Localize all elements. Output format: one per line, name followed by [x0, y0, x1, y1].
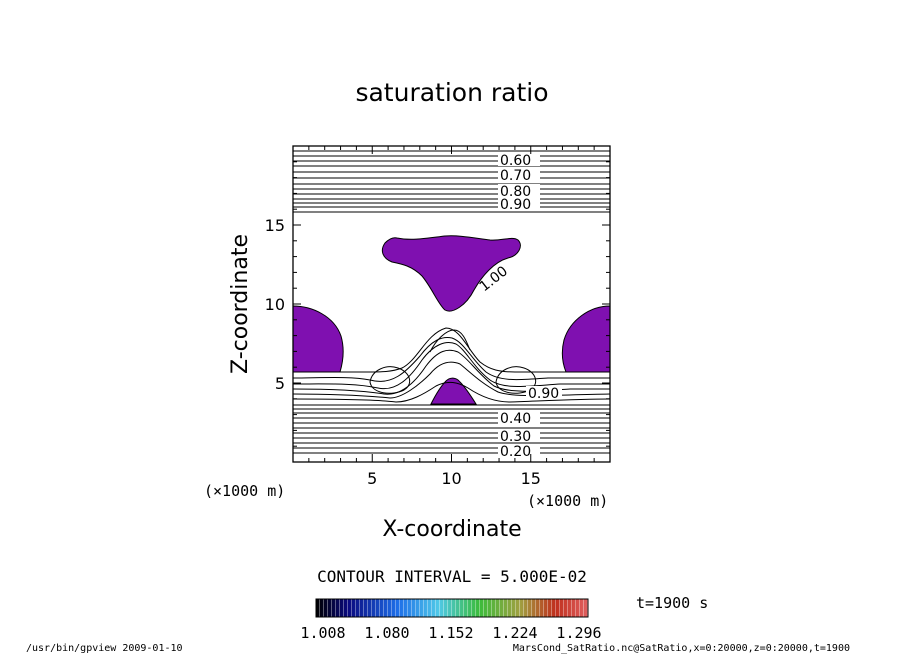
y-tick-label: 10: [265, 295, 285, 314]
y-tick-label: 5: [275, 374, 285, 393]
x-axis: 5 10 15 X-coordinate (×1000 m): [308, 146, 608, 542]
x-axis-title: X-coordinate: [382, 517, 521, 542]
footer-left: /usr/bin/gpview 2009-01-10: [26, 643, 183, 654]
supersat-region-right: [561, 305, 610, 373]
y-axis-title: Z-coordinate: [228, 234, 253, 374]
y-axis: 5 10 15 Z-coordinate (×1000 m): [204, 161, 610, 500]
footer-right: MarsCond_SatRatio.nc@SatRatio,x=0:20000,…: [513, 643, 850, 654]
supersaturation-regions: [293, 235, 610, 405]
colorbar-tick-label: 1.080: [364, 624, 409, 642]
y-axis-unit: (×1000 m): [204, 482, 285, 500]
contour-label-0.40: 0.40: [500, 411, 531, 427]
colorbar: 1.008 1.080 1.152 1.224 1.296: [300, 598, 602, 642]
colorbar-tick-label: 1.008: [300, 624, 345, 642]
contour-interval: CONTOUR INTERVAL = 5.000E-02: [317, 567, 587, 586]
contour-label-0.30: 0.30: [500, 429, 531, 445]
time-label: t=1900 s: [636, 594, 708, 612]
contour-label-0.80: 0.80: [500, 184, 531, 200]
colorbar-tick-label: 1.152: [428, 624, 473, 642]
supersat-region-left: [293, 305, 344, 373]
contour-label-0.90-right: 0.90: [528, 386, 559, 402]
supersat-region-upper: [381, 235, 521, 312]
supersat-region-lower: [430, 377, 477, 405]
x-tick-label: 10: [441, 469, 461, 488]
contour-label-0.60: 0.60: [500, 153, 531, 169]
chart-title: saturation ratio: [355, 78, 548, 107]
contour-label-0.20: 0.20: [500, 444, 531, 460]
x-tick-label: 15: [521, 469, 541, 488]
y-tick-label: 15: [265, 216, 285, 235]
colorbar-tick-label: 1.296: [556, 624, 601, 642]
contour-label-0.90-top: 0.90: [500, 197, 531, 213]
x-axis-unit: (×1000 m): [527, 492, 608, 510]
contour-labels: 0.60 0.70 0.80 0.90 1.00 0.90 0.40 0.30 …: [477, 153, 562, 460]
contour-label-0.70: 0.70: [500, 168, 531, 184]
x-tick-label: 5: [367, 469, 377, 488]
contour-lines: [293, 150, 610, 454]
colorbar-tick-label: 1.224: [492, 624, 537, 642]
